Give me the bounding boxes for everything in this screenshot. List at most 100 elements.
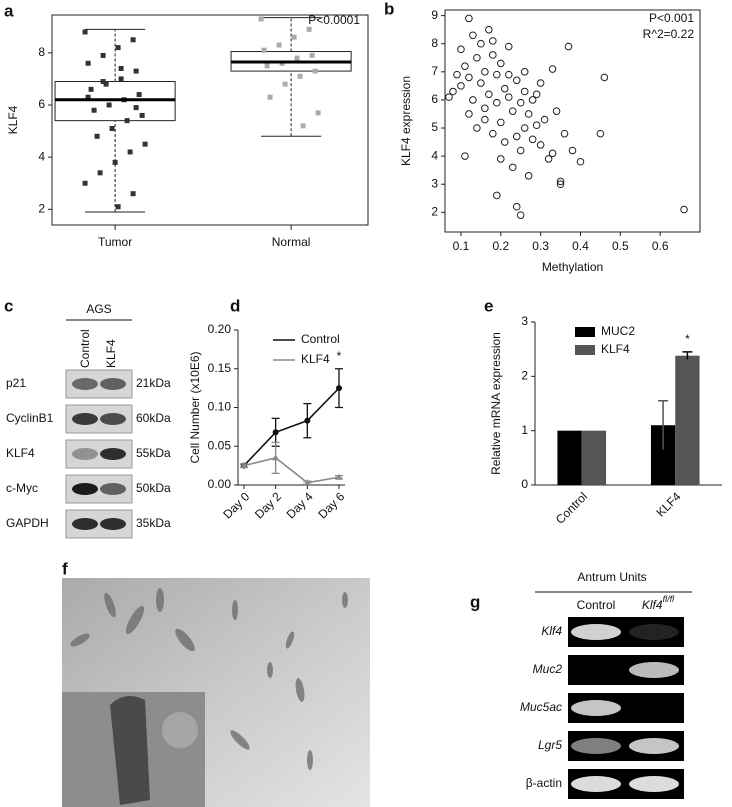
scatter-point (461, 152, 469, 160)
panel-label: b (384, 0, 394, 18)
x-tick-label: Normal (272, 235, 311, 249)
y-tick-label: 7 (431, 64, 438, 78)
jitter-point (106, 102, 112, 108)
jitter-point (267, 94, 273, 100)
panel-label: e (484, 296, 493, 315)
scatter-point (457, 82, 465, 90)
jitter-point (124, 118, 130, 124)
column-superscript: fl/fl (663, 594, 676, 604)
y-tick-label: 2 (431, 205, 438, 219)
jitter-point (97, 170, 103, 176)
plot-frame (51, 14, 369, 226)
scatter-point (520, 124, 529, 132)
jitter-point (136, 92, 142, 98)
marker (304, 417, 311, 424)
scatter-point (548, 65, 557, 73)
y-tick-label: 0.00 (208, 477, 232, 491)
size-label: 35kDa (136, 516, 171, 530)
jitter-point (133, 68, 139, 74)
scatter-point (516, 98, 525, 107)
jitter-point (315, 110, 321, 116)
plot-frame (444, 9, 701, 233)
y-tick-label: 8 (431, 36, 438, 50)
y-axis-label: KLF4 (6, 105, 20, 134)
scatter-point (556, 177, 565, 186)
scatter-point (680, 205, 688, 214)
scatter-point (481, 68, 489, 76)
jitter-point (276, 42, 282, 48)
jitter-point (309, 52, 315, 58)
jitter-point (130, 37, 136, 43)
column-label: Control (577, 598, 616, 612)
scatter-point (536, 141, 545, 149)
x-tick-label: KLF4 (653, 489, 683, 519)
scatter-point (532, 90, 541, 99)
jitter-point (127, 149, 133, 155)
jitter-point (139, 112, 145, 118)
panel-label: f (62, 559, 68, 578)
y-axis-label: Cell Number (x10E6) (188, 351, 202, 463)
gene-label: Lgr5 (538, 738, 562, 752)
panel-label: d (230, 296, 240, 315)
marker (272, 429, 279, 436)
jitter-point (264, 63, 270, 69)
legend-label: KLF4 (601, 342, 630, 356)
y-tick-label: 0.05 (208, 438, 232, 452)
protein-label: c-Myc (6, 481, 38, 495)
column-text: Control (577, 598, 616, 612)
jitter-point (297, 73, 303, 79)
jitter-point (91, 107, 97, 113)
scatter-point (600, 73, 609, 82)
scatter-point (524, 110, 533, 118)
protein-label: GAPDH (6, 516, 49, 530)
gel-band (571, 700, 621, 716)
x-tick-label: Day 0 (220, 489, 252, 521)
line (243, 457, 340, 484)
annotation: P<0.001 (649, 11, 694, 25)
x-tick-label: Control (553, 489, 590, 526)
scatter-point (485, 25, 493, 34)
jitter-point (109, 125, 115, 131)
scatter-point (516, 211, 525, 219)
column-label: Klf4fl/fl (642, 594, 675, 612)
size-label: 21kDa (136, 376, 171, 390)
scatter-point (504, 42, 513, 51)
scatter-point (540, 115, 549, 124)
scatter-point (465, 73, 473, 82)
legend-label: MUC2 (601, 324, 635, 338)
scatter-point (473, 124, 481, 132)
annotation: * (685, 332, 690, 346)
blot-band (72, 448, 98, 460)
jitter-point (130, 191, 136, 197)
y-tick-label: 2 (38, 202, 45, 216)
scatter-point (504, 93, 513, 101)
protein-label: KLF4 (6, 446, 35, 460)
gel-band (629, 776, 679, 792)
scatter-point (508, 163, 517, 172)
blot-band (72, 378, 98, 390)
jitter-point (88, 86, 94, 92)
scatter-point (528, 135, 537, 144)
microscopy-image (62, 578, 370, 807)
y-tick-label: 4 (431, 148, 438, 162)
annotation: R^2=0.22 (643, 27, 695, 41)
scatter-point (453, 70, 461, 79)
blot-band (72, 483, 98, 495)
scatter-point (512, 132, 521, 141)
panel-label: a (4, 1, 14, 20)
jitter-point (291, 34, 297, 40)
scatter-point (481, 115, 489, 124)
x-tick-label: 0.6 (652, 239, 669, 253)
jitter-point (300, 123, 306, 129)
blot-band (100, 413, 126, 425)
scatter-point (489, 129, 497, 138)
scatter-point (536, 79, 545, 87)
x-tick-label: Day 4 (284, 489, 316, 521)
x-tick-label: 0.4 (572, 239, 589, 253)
scatter-point (520, 68, 529, 76)
marker (272, 454, 280, 461)
scatter-point (512, 202, 521, 211)
blot-band (100, 518, 126, 530)
scatter-point (508, 107, 517, 115)
scatter-point (445, 93, 453, 101)
